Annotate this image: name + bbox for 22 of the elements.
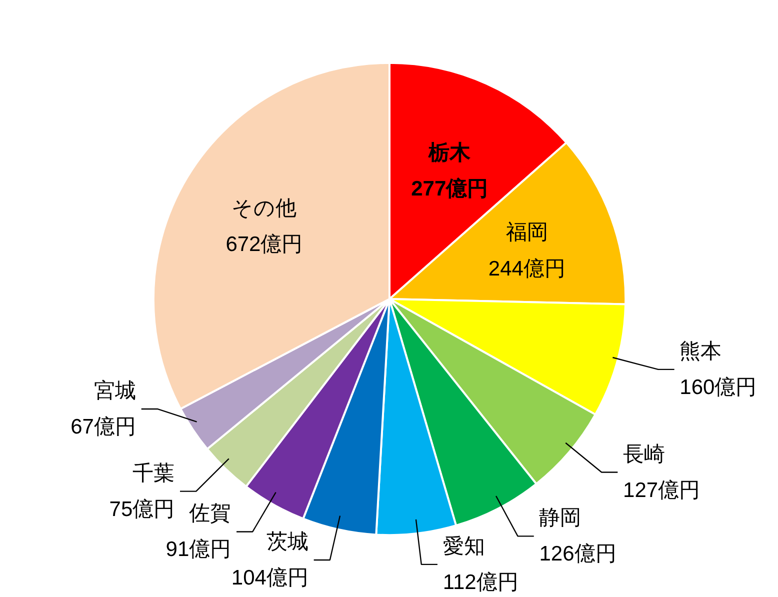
data-label: 67億円	[70, 415, 136, 438]
data-label: 104億円	[231, 566, 308, 590]
data-label: 91億円	[166, 538, 232, 562]
slice-label: 静岡	[539, 506, 582, 530]
data-label: 112億円	[442, 570, 518, 594]
data-label: 672億円	[226, 232, 303, 256]
data-label: 244億円	[488, 257, 566, 280]
slice-label: 福岡	[506, 221, 548, 244]
slice-label: 佐賀	[189, 502, 232, 526]
slice-label: 愛知	[442, 534, 485, 558]
slice-label: その他	[232, 196, 297, 220]
slice-label: 宮城	[94, 379, 136, 402]
data-label: 75億円	[109, 498, 175, 521]
data-label: 277億円	[411, 176, 488, 201]
slice-label: 熊本	[680, 340, 722, 363]
slice-label: 長崎	[623, 442, 666, 466]
slice-label: 千葉	[132, 462, 175, 485]
data-label: 127億円	[623, 478, 700, 502]
data-label: 160億円	[680, 376, 757, 399]
slice-label: 茨城	[266, 530, 308, 554]
data-label: 126億円	[539, 542, 616, 566]
slice-label: 栃木	[428, 141, 472, 164]
